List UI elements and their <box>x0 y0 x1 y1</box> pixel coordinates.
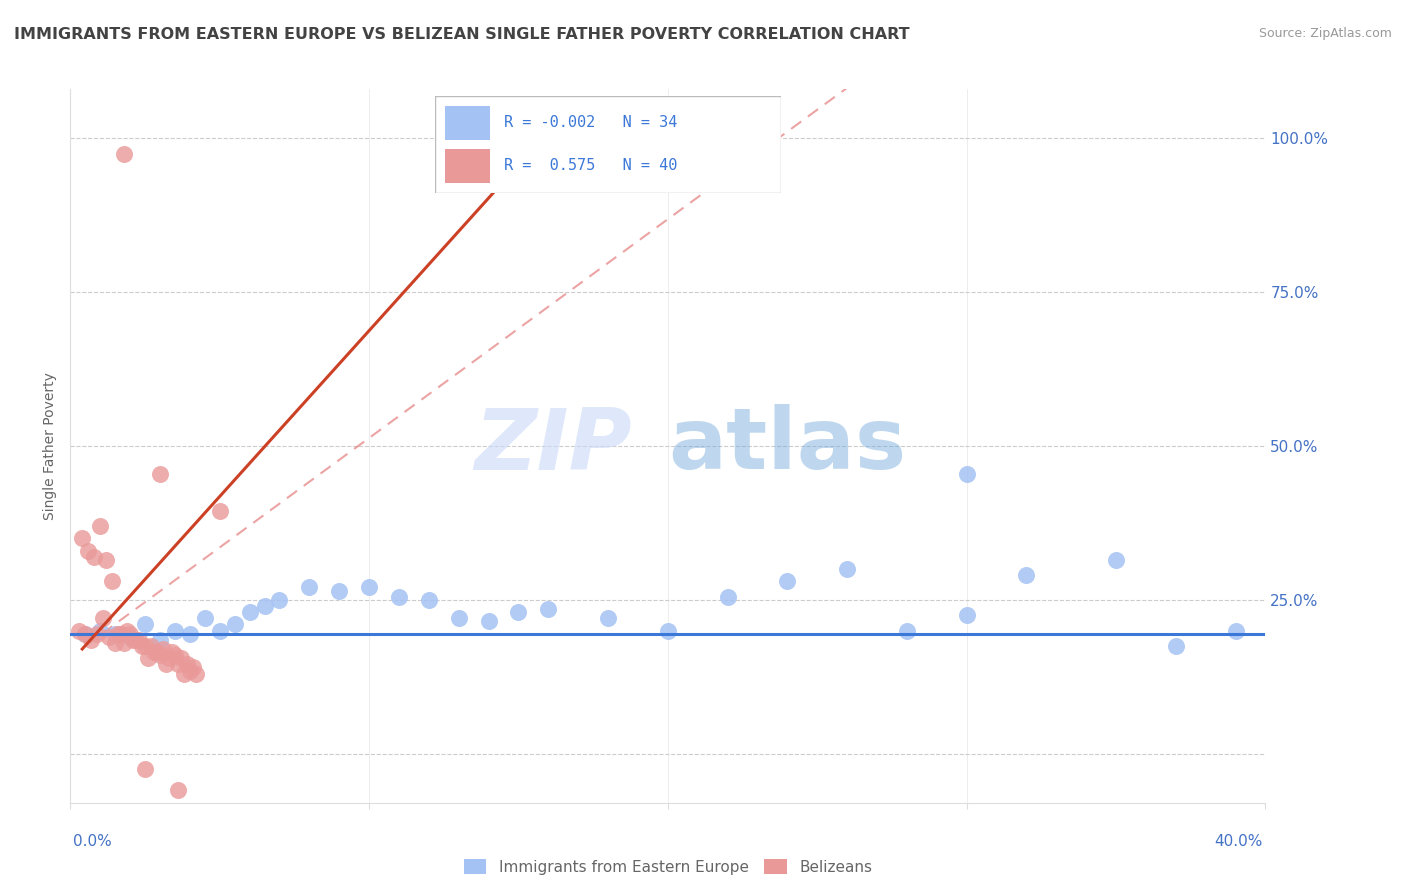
Point <box>176 657 198 672</box>
Point <box>1225 624 1247 638</box>
Point <box>328 583 350 598</box>
Text: Source: ZipAtlas.com: Source: ZipAtlas.com <box>1258 27 1392 40</box>
Point <box>208 624 231 638</box>
Point <box>149 467 172 481</box>
Point <box>179 664 201 678</box>
Point <box>80 632 103 647</box>
Point <box>837 562 859 576</box>
Point <box>110 626 132 640</box>
Point <box>83 549 105 564</box>
Point <box>298 581 321 595</box>
Point <box>478 615 501 629</box>
Point <box>956 608 979 623</box>
Point <box>253 599 276 613</box>
Point <box>136 651 159 665</box>
Point <box>77 543 100 558</box>
Point <box>89 519 111 533</box>
Point <box>1164 639 1187 653</box>
Point <box>139 639 162 653</box>
Point <box>104 626 127 640</box>
Point <box>67 624 90 638</box>
Point <box>896 624 918 638</box>
Point <box>508 605 530 619</box>
Text: IMMIGRANTS FROM EASTERN EUROPE VS BELIZEAN SINGLE FATHER POVERTY CORRELATION CHA: IMMIGRANTS FROM EASTERN EUROPE VS BELIZE… <box>14 27 910 42</box>
Point <box>239 605 262 619</box>
Point <box>181 660 204 674</box>
Text: 0.0%: 0.0% <box>73 834 112 849</box>
Point <box>75 626 97 640</box>
Point <box>447 611 470 625</box>
Point <box>125 632 148 647</box>
Point <box>166 657 188 672</box>
Point <box>146 645 169 659</box>
Point <box>112 146 135 161</box>
Point <box>89 624 111 638</box>
Point <box>98 630 121 644</box>
Point <box>388 590 411 604</box>
Point <box>101 574 124 589</box>
Point <box>86 626 108 640</box>
Text: atlas: atlas <box>668 404 905 488</box>
Point <box>120 626 141 640</box>
Point <box>208 503 231 517</box>
Point <box>115 624 138 638</box>
Point <box>359 581 381 595</box>
Point <box>104 636 127 650</box>
Point <box>269 592 291 607</box>
Point <box>149 648 172 662</box>
Point <box>166 783 188 797</box>
Point <box>1105 553 1128 567</box>
Point <box>120 630 141 644</box>
Point <box>91 611 114 625</box>
Point <box>717 590 740 604</box>
Point <box>131 639 153 653</box>
Point <box>418 592 440 607</box>
Point <box>134 639 156 653</box>
Point <box>160 645 183 659</box>
Point <box>194 611 217 625</box>
Point <box>179 626 201 640</box>
Point <box>122 632 145 647</box>
Point <box>173 666 195 681</box>
Point <box>149 632 172 647</box>
Point <box>657 624 679 638</box>
Point <box>776 574 799 589</box>
Point <box>128 632 150 647</box>
Point <box>1015 568 1038 582</box>
Point <box>224 617 246 632</box>
Point <box>134 762 156 776</box>
Point <box>143 645 166 659</box>
Point <box>170 651 193 665</box>
Point <box>70 531 93 545</box>
Point <box>75 626 97 640</box>
Y-axis label: Single Father Poverty: Single Father Poverty <box>44 372 58 520</box>
Point <box>163 648 186 662</box>
Point <box>157 651 180 665</box>
Point <box>112 636 135 650</box>
Point <box>163 624 186 638</box>
Text: ZIP: ZIP <box>474 404 633 488</box>
Point <box>155 657 177 672</box>
Point <box>107 626 129 640</box>
Text: 40.0%: 40.0% <box>1215 834 1263 849</box>
Point <box>537 602 560 616</box>
Point <box>134 617 156 632</box>
Point <box>152 642 174 657</box>
Point <box>96 553 118 567</box>
Point <box>598 611 620 625</box>
Legend: Immigrants from Eastern Europe, Belizeans: Immigrants from Eastern Europe, Belizean… <box>457 853 879 880</box>
Point <box>184 666 207 681</box>
Point <box>956 467 979 481</box>
